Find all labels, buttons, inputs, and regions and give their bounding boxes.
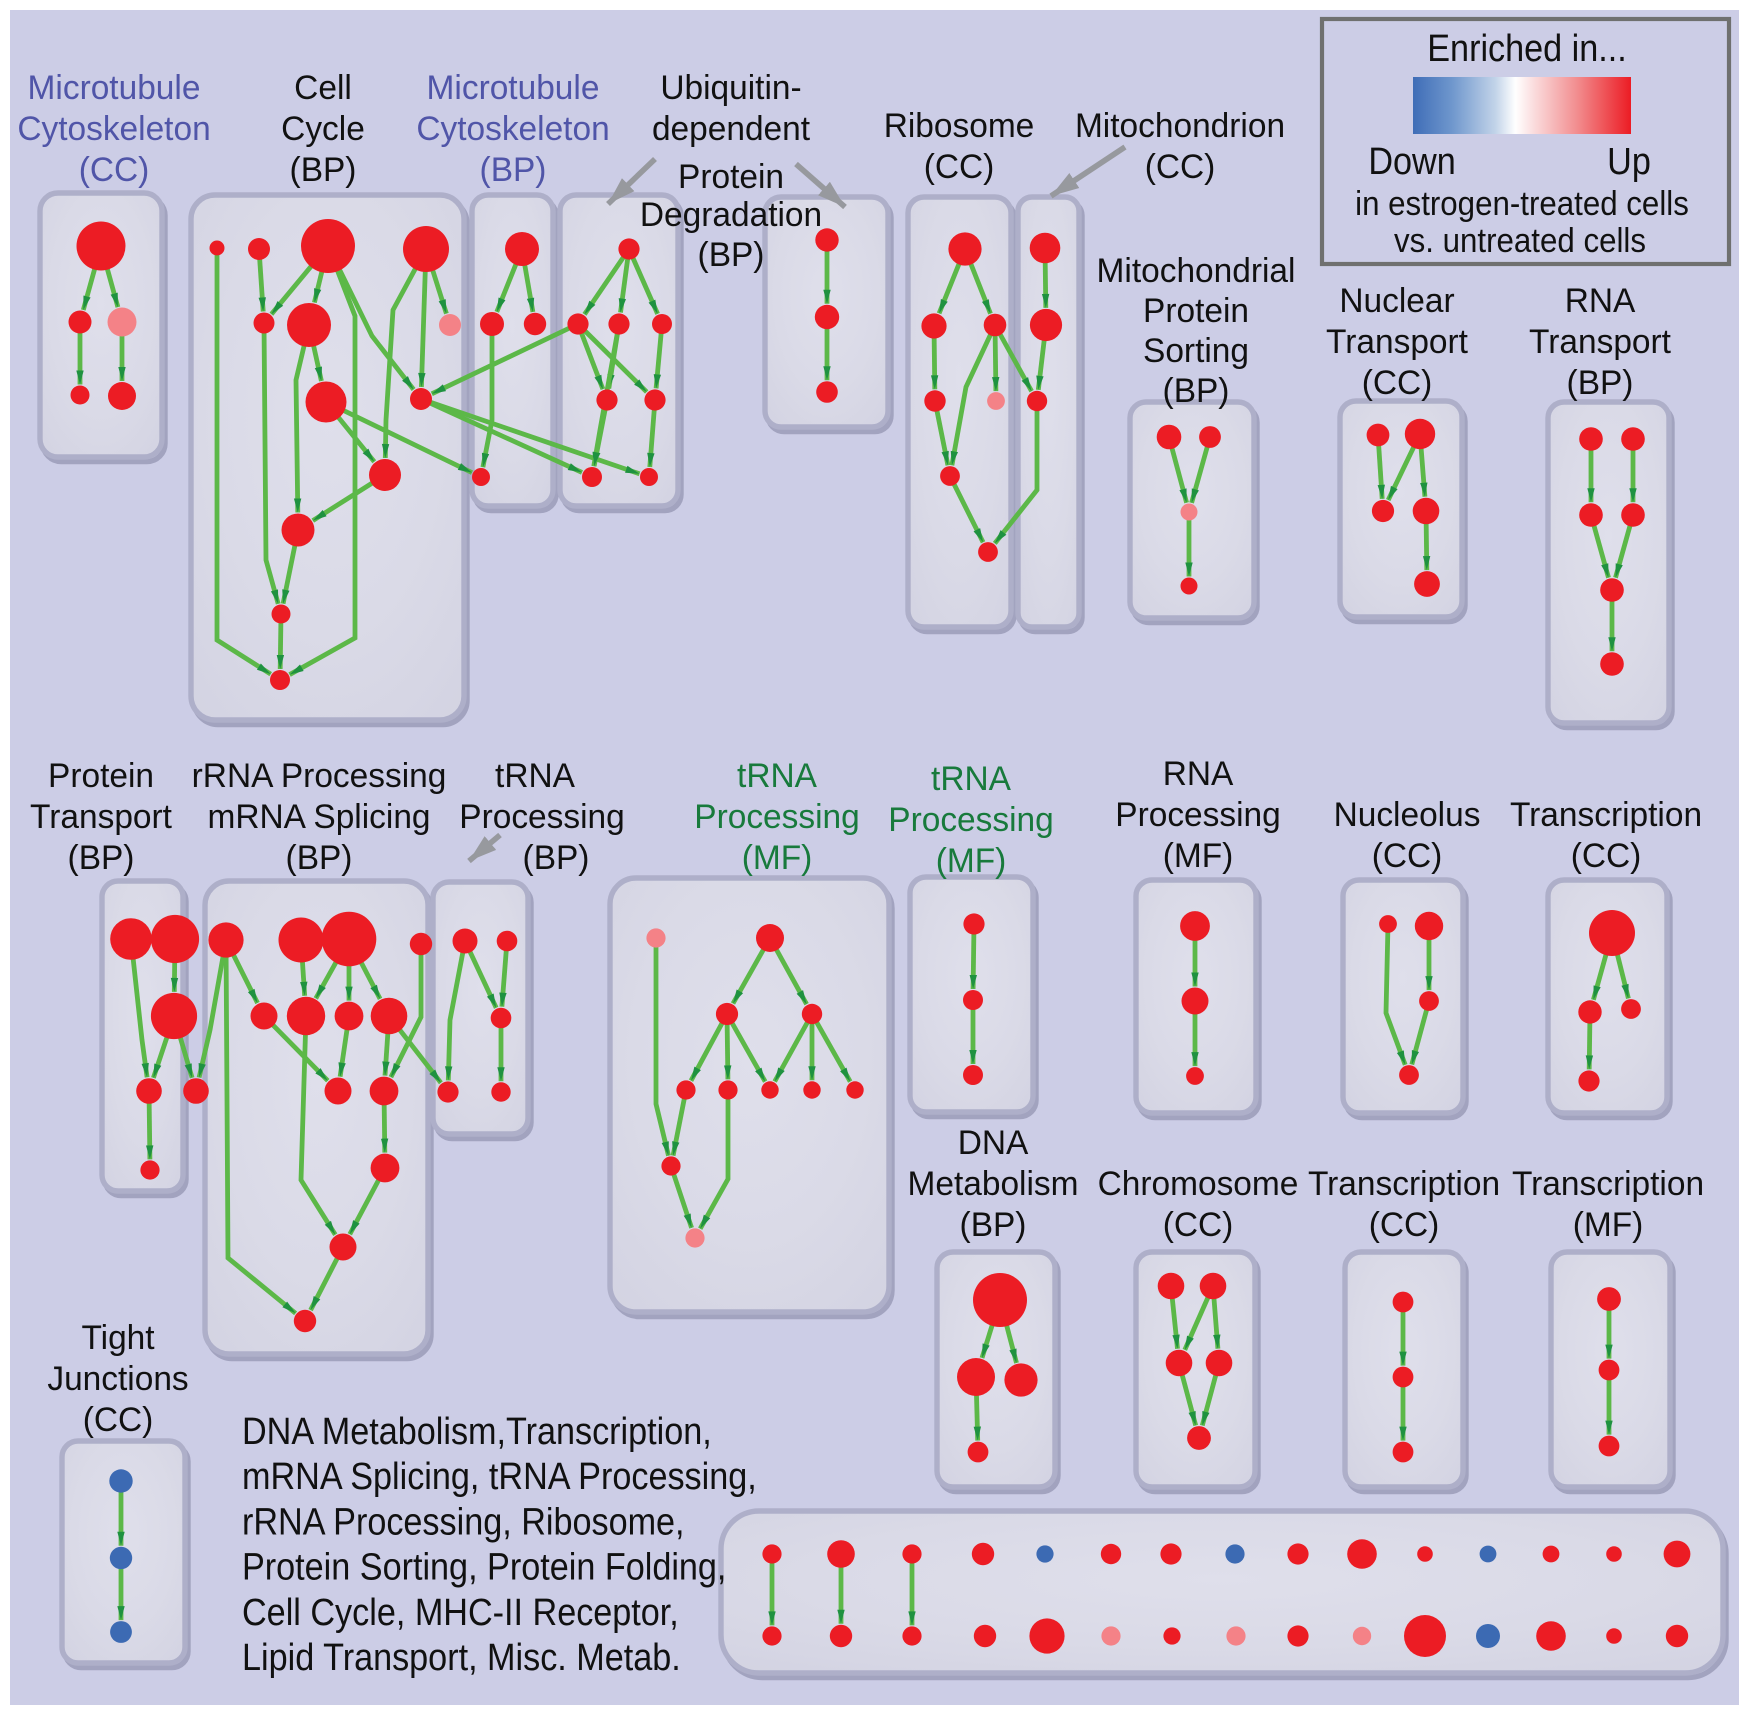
svg-text:(BP): (BP) <box>698 236 765 275</box>
svg-text:Degradation: Degradation <box>640 196 822 235</box>
svg-text:Transcription: Transcription <box>1510 796 1702 835</box>
svg-text:Protein: Protein <box>1143 292 1249 331</box>
svg-text:Cell: Cell <box>294 69 352 108</box>
svg-text:(BP): (BP) <box>523 839 590 878</box>
svg-text:mRNA Splicing, tRNA Processing: mRNA Splicing, tRNA Processing, <box>242 1455 757 1498</box>
svg-text:(BP): (BP) <box>1163 372 1230 411</box>
svg-text:Cytoskeleton: Cytoskeleton <box>416 110 609 149</box>
svg-text:mRNA Splicing: mRNA Splicing <box>207 798 430 837</box>
svg-text:(CC): (CC) <box>924 148 995 187</box>
svg-text:Chromosome: Chromosome <box>1098 1165 1299 1204</box>
svg-text:Transcription: Transcription <box>1308 1165 1500 1204</box>
svg-text:Enriched in...: Enriched in... <box>1427 26 1626 69</box>
svg-text:dependent: dependent <box>652 110 811 149</box>
svg-text:RNA: RNA <box>1565 282 1636 321</box>
svg-text:(CC): (CC) <box>1362 364 1433 403</box>
svg-text:Protein: Protein <box>678 158 784 197</box>
svg-text:rRNA Processing: rRNA Processing <box>192 757 447 796</box>
svg-text:Transport: Transport <box>30 798 172 837</box>
svg-text:(BP): (BP) <box>480 151 547 190</box>
svg-text:rRNA Processing, Ribosome,: rRNA Processing, Ribosome, <box>242 1500 685 1543</box>
svg-text:(MF): (MF) <box>936 842 1007 881</box>
svg-text:(BP): (BP) <box>290 151 357 190</box>
svg-text:Protein: Protein <box>48 757 154 796</box>
svg-text:RNA: RNA <box>1163 755 1234 794</box>
svg-text:Transport: Transport <box>1326 323 1468 362</box>
svg-text:(CC): (CC) <box>1145 148 1216 187</box>
svg-text:(MF): (MF) <box>1163 837 1234 876</box>
svg-text:tRNA: tRNA <box>931 760 1011 799</box>
svg-text:Transcription: Transcription <box>1512 1165 1704 1204</box>
svg-text:Metabolism: Metabolism <box>907 1165 1078 1204</box>
svg-text:Processing: Processing <box>694 798 859 837</box>
svg-text:DNA: DNA <box>958 1124 1029 1163</box>
svg-text:tRNA: tRNA <box>495 757 575 796</box>
svg-text:Cycle: Cycle <box>281 110 365 149</box>
svg-text:(CC): (CC) <box>1372 837 1443 876</box>
svg-text:tRNA: tRNA <box>737 757 817 796</box>
svg-text:Cell Cycle, MHC-II Receptor,: Cell Cycle, MHC-II Receptor, <box>242 1590 679 1633</box>
svg-text:Down: Down <box>1368 139 1455 182</box>
svg-text:Processing: Processing <box>1115 796 1280 835</box>
svg-text:(CC): (CC) <box>1163 1206 1234 1245</box>
svg-text:Junctions: Junctions <box>47 1360 188 1399</box>
svg-text:(MF): (MF) <box>742 839 813 878</box>
svg-text:Mitochondrion: Mitochondrion <box>1075 107 1285 146</box>
svg-text:Nuclear: Nuclear <box>1339 282 1454 321</box>
svg-text:(MF): (MF) <box>1573 1206 1644 1245</box>
svg-text:Cytoskeleton: Cytoskeleton <box>17 110 210 149</box>
svg-text:Sorting: Sorting <box>1143 332 1249 371</box>
svg-text:Protein Sorting, Protein Foldi: Protein Sorting, Protein Folding, <box>242 1545 726 1588</box>
svg-text:(CC): (CC) <box>1571 837 1642 876</box>
svg-text:Lipid Transport, Misc. Metab.: Lipid Transport, Misc. Metab. <box>242 1635 681 1678</box>
svg-text:Transport: Transport <box>1529 323 1671 362</box>
svg-text:Ubiquitin-: Ubiquitin- <box>660 69 801 108</box>
svg-text:Ribosome: Ribosome <box>884 107 1035 146</box>
svg-text:Mitochondrial: Mitochondrial <box>1097 252 1296 291</box>
svg-text:(CC): (CC) <box>79 151 150 190</box>
svg-text:(BP): (BP) <box>286 839 353 878</box>
svg-text:Microtubule: Microtubule <box>28 69 201 108</box>
svg-text:(BP): (BP) <box>68 839 135 878</box>
svg-text:(CC): (CC) <box>83 1401 154 1440</box>
svg-text:DNA Metabolism,Transcription,: DNA Metabolism,Transcription, <box>242 1409 712 1452</box>
svg-text:in estrogen-treated cells: in estrogen-treated cells <box>1355 184 1689 223</box>
svg-text:vs. untreated cells: vs. untreated cells <box>1394 221 1646 260</box>
svg-text:Processing: Processing <box>888 801 1053 840</box>
svg-text:Nucleolus: Nucleolus <box>1334 796 1481 835</box>
svg-text:Up: Up <box>1607 139 1651 182</box>
svg-text:(BP): (BP) <box>960 1206 1027 1245</box>
svg-text:Processing: Processing <box>459 798 624 837</box>
svg-text:Tight: Tight <box>81 1319 155 1358</box>
svg-text:(BP): (BP) <box>1567 364 1634 403</box>
svg-text:Microtubule: Microtubule <box>427 69 600 108</box>
svg-text:(CC): (CC) <box>1369 1206 1440 1245</box>
